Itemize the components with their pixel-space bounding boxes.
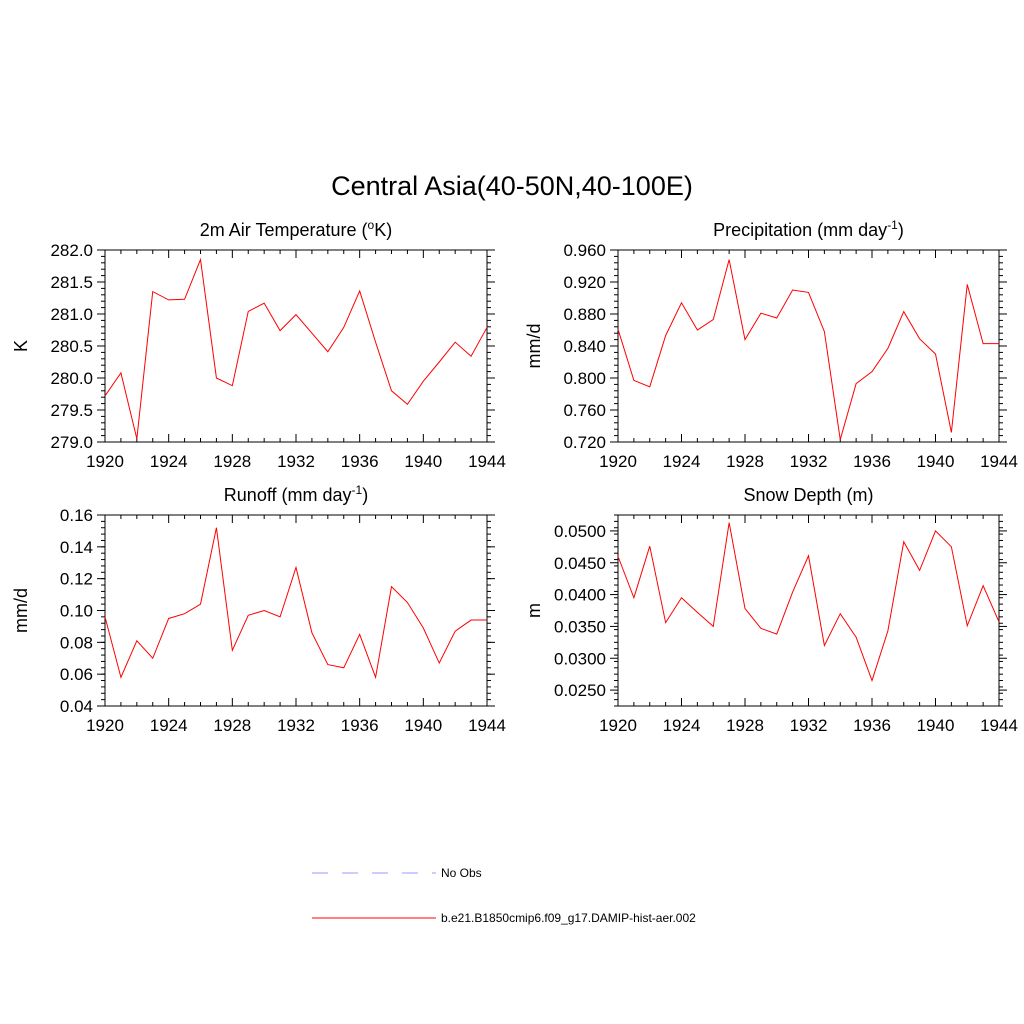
y-tick-label: 0.720 bbox=[563, 433, 606, 452]
x-tick-label: 1936 bbox=[853, 452, 891, 471]
y-tick-label: 0.0350 bbox=[554, 617, 606, 636]
y-tick-label: 279.0 bbox=[50, 433, 93, 452]
panel-title: Snow Depth (m) bbox=[743, 485, 873, 505]
y-tick-label: 0.14 bbox=[60, 538, 93, 557]
x-tick-label: 1928 bbox=[213, 716, 251, 735]
y-axis-label: mm/d bbox=[11, 588, 31, 633]
series-line-temperature bbox=[104, 257, 488, 439]
panel-title-main: Precipitation (mm day bbox=[713, 220, 887, 240]
panel-title-superscript: -1 bbox=[352, 483, 363, 497]
panel-title-suffix: ) bbox=[898, 220, 904, 240]
series-line-snow-depth bbox=[617, 522, 1000, 683]
panel-title-main: 2m Air Temperature ( bbox=[200, 220, 368, 240]
x-tick-label: 1940 bbox=[917, 716, 955, 735]
x-tick-label: 1944 bbox=[980, 452, 1018, 471]
plot-frame bbox=[104, 249, 488, 443]
x-tick-label: 1924 bbox=[663, 452, 701, 471]
x-tick-label: 1940 bbox=[404, 452, 442, 471]
x-tick-label: 1928 bbox=[726, 452, 764, 471]
y-tick-label: 0.12 bbox=[60, 570, 93, 589]
legend-obs-label: No Obs bbox=[441, 866, 482, 880]
series-line-runoff bbox=[104, 527, 487, 680]
y-tick-label: 0.06 bbox=[60, 665, 93, 684]
x-tick-label: 1936 bbox=[853, 716, 891, 735]
y-tick-label: 0.840 bbox=[563, 337, 606, 356]
panel-temperature: 2m Air Temperature (oK) K 1920 1924 1928 1932… bbox=[11, 218, 506, 471]
y-tick-label: 280.5 bbox=[50, 337, 93, 356]
series-line-precipitation bbox=[617, 259, 999, 440]
panel-title: 2m Air Temperature (oK) bbox=[200, 218, 392, 240]
y-tick-label: 0.04 bbox=[60, 697, 93, 716]
y-tick-label: 0.880 bbox=[563, 305, 606, 324]
x-tick-label: 1936 bbox=[341, 452, 379, 471]
x-tick-label: 1944 bbox=[980, 716, 1018, 735]
panel-title: Runoff (mm day-1) bbox=[224, 483, 368, 505]
x-tick-label: 1932 bbox=[277, 452, 315, 471]
x-tick-label: 1920 bbox=[599, 716, 637, 735]
y-tick-label: 0.0250 bbox=[554, 681, 606, 700]
y-tick-label: 0.08 bbox=[60, 633, 93, 652]
plot-frame bbox=[617, 249, 1000, 443]
x-tick-label: 1940 bbox=[917, 452, 955, 471]
panel-title-main: Runoff (mm day bbox=[224, 485, 352, 505]
legend: No Obs b.e21.B1850cmip6.f09_g17.DAMIP-hi… bbox=[312, 866, 696, 925]
x-tick-label: 1936 bbox=[341, 716, 379, 735]
x-tick-label: 1932 bbox=[277, 716, 315, 735]
x-tick-label: 1932 bbox=[790, 452, 828, 471]
panel-runoff: Runoff (mm day-1) mm/d 1920 1924 1928 1932 193… bbox=[11, 483, 506, 735]
x-tick-label: 1944 bbox=[468, 452, 506, 471]
panel-precipitation: Precipitation (mm day-1) mm/d 1920 1924 1928… bbox=[524, 218, 1018, 471]
panel-title-suffix: ) bbox=[362, 485, 368, 505]
legend-model-label: b.e21.B1850cmip6.f09_g17.DAMIP-hist-aer.… bbox=[441, 911, 696, 925]
panel-snow-depth: Snow Depth (m) m 1920 1924 1928 1932 1936 1940 1… bbox=[524, 485, 1018, 735]
y-tick-label: 0.0450 bbox=[554, 554, 606, 573]
y-tick-label: 0.960 bbox=[563, 241, 606, 260]
x-tick-label: 1928 bbox=[726, 716, 764, 735]
panel-title: Precipitation (mm day-1) bbox=[713, 218, 904, 240]
y-tick-label: 0.0400 bbox=[554, 586, 606, 605]
x-tick-label: 1940 bbox=[404, 716, 442, 735]
x-tick-label: 1924 bbox=[150, 716, 188, 735]
y-tick-label: 0.800 bbox=[563, 369, 606, 388]
x-tick-label: 1928 bbox=[213, 452, 251, 471]
y-tick-label: 0.10 bbox=[60, 602, 93, 621]
y-tick-label: 280.0 bbox=[50, 369, 93, 388]
x-tick-label: 1924 bbox=[663, 716, 701, 735]
y-axis-label: mm/d bbox=[524, 324, 544, 369]
plot-frame bbox=[104, 514, 488, 707]
x-tick-label: 1920 bbox=[86, 452, 124, 471]
y-tick-label: 0.16 bbox=[60, 506, 93, 525]
panel-title-superscript: o bbox=[368, 218, 375, 232]
y-axis-label: K bbox=[11, 340, 31, 352]
panel-title-suffix: K) bbox=[374, 220, 392, 240]
y-axis-label: m bbox=[524, 603, 544, 618]
y-tick-label: 0.920 bbox=[563, 273, 606, 292]
x-tick-label: 1932 bbox=[790, 716, 828, 735]
x-tick-label: 1920 bbox=[599, 452, 637, 471]
y-tick-label: 0.760 bbox=[563, 401, 606, 420]
y-tick-label: 281.0 bbox=[50, 305, 93, 324]
y-tick-label: 0.0300 bbox=[554, 649, 606, 668]
y-tick-label: 0.0500 bbox=[554, 522, 606, 541]
panel-title-main: Snow Depth (m) bbox=[743, 485, 873, 505]
x-tick-label: 1944 bbox=[468, 716, 506, 735]
x-tick-label: 1924 bbox=[150, 452, 188, 471]
y-tick-label: 281.5 bbox=[50, 273, 93, 292]
plot-frame bbox=[617, 514, 1000, 707]
panel-title-superscript: -1 bbox=[887, 218, 898, 232]
figure-title: Central Asia(40-50N,40-100E) bbox=[331, 171, 693, 201]
y-tick-label: 279.5 bbox=[50, 401, 93, 420]
y-tick-label: 282.0 bbox=[50, 241, 93, 260]
x-tick-label: 1920 bbox=[86, 716, 124, 735]
